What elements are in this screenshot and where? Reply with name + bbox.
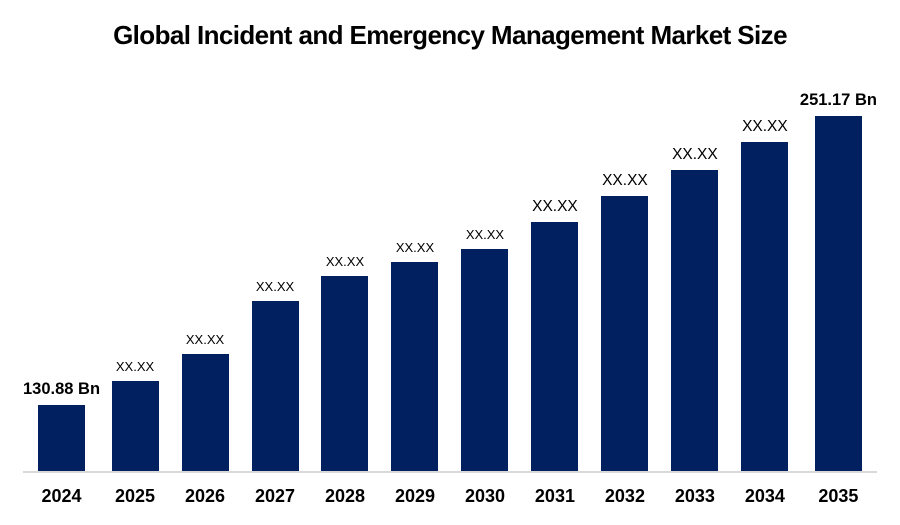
chart-title: Global Incident and Emergency Management… [113, 20, 787, 50]
bar-2033 [671, 170, 719, 472]
x-tick-2024: 2024 [41, 486, 82, 506]
bar-2030 [461, 249, 509, 472]
x-tick-2033: 2033 [674, 486, 715, 506]
bar-2032 [601, 196, 649, 472]
bar-column-2033: XX.XX 2033 [660, 0, 730, 505]
x-tick-2026: 2026 [185, 486, 226, 506]
value-label-2032: XX.XX [602, 171, 648, 189]
bar-column-2030: XX.XX 2030 [450, 0, 520, 505]
x-tick-2032: 2032 [604, 486, 645, 506]
bar-column-2034: XX.XX 2034 [730, 0, 800, 505]
bar-column-2027: XX.XX 2027 [240, 0, 310, 505]
value-label-2029: XX.XX [395, 240, 435, 255]
value-label-2026: XX.XX [185, 332, 225, 347]
x-tick-2025: 2025 [115, 486, 156, 506]
value-label-2035: 251.17 Bn [799, 90, 877, 109]
value-label-2024: 130.88 Bn [23, 379, 101, 398]
bar-column-2024: 130.88 Bn 2024 [23, 0, 101, 505]
bar-column-2031: XX.XX 2031 [520, 0, 590, 505]
value-label-2027: XX.XX [255, 279, 295, 294]
x-tick-2028: 2028 [324, 486, 366, 506]
value-label-2031: XX.XX [532, 197, 578, 215]
bar-2024 [38, 405, 86, 472]
x-tick-2035: 2035 [818, 486, 859, 506]
bar-column-2029: XX.XX 2029 [380, 0, 450, 505]
bar-column-2032: XX.XX 2032 [590, 0, 660, 505]
value-label-2028: XX.XX [325, 254, 365, 269]
bar-2029 [391, 262, 439, 472]
bar-2025 [111, 381, 159, 472]
bar-2028 [321, 276, 369, 472]
x-tick-2030: 2030 [464, 486, 505, 506]
bar-2027 [251, 301, 299, 472]
bar-column-2028: XX.XX 2028 [310, 0, 380, 505]
bar-2035 [814, 116, 862, 472]
value-label-2030: XX.XX [465, 227, 505, 242]
bar-2034 [741, 142, 789, 472]
bar-2031 [531, 222, 579, 472]
x-tick-2034: 2034 [744, 486, 785, 506]
x-tick-2027: 2027 [254, 486, 296, 506]
bar-2026 [181, 354, 229, 472]
value-label-2025: XX.XX [115, 359, 155, 374]
x-tick-2029: 2029 [394, 486, 435, 506]
value-label-2033: XX.XX [672, 145, 718, 163]
x-axis-line [23, 471, 877, 473]
value-label-2034: XX.XX [742, 117, 788, 135]
bar-column-2026: XX.XX 2026 [170, 0, 240, 505]
bar-column-2025: XX.XX 2025 [100, 0, 170, 505]
bar-column-2035: 251.17 Bn 2035 [799, 0, 877, 505]
x-tick-2031: 2031 [534, 486, 575, 506]
plot-area: 130.88 Bn 2024 XX.XX 2025 XX.XX 2026 XX.XX 2027… [23, 0, 877, 505]
